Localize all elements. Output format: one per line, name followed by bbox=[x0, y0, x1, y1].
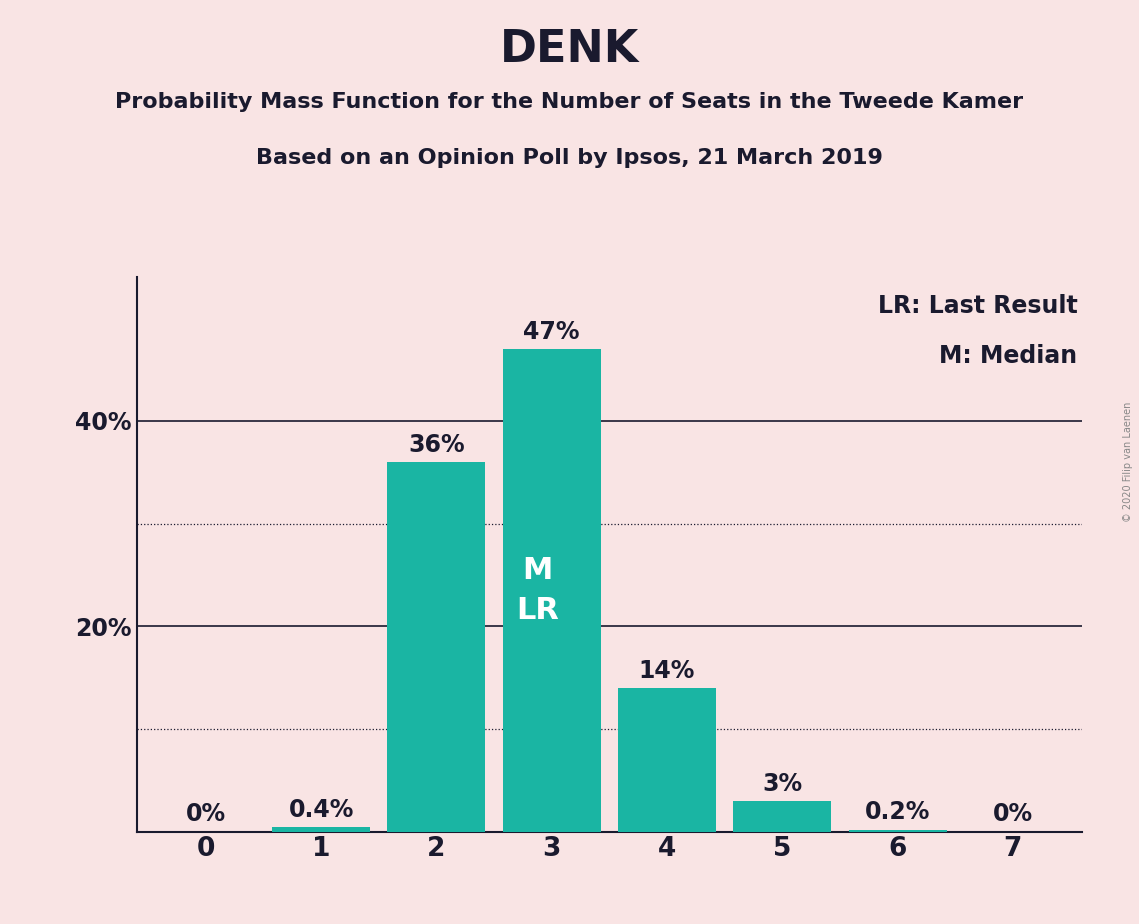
Bar bbox=[734, 801, 831, 832]
Text: 3%: 3% bbox=[762, 772, 802, 796]
Text: 0.2%: 0.2% bbox=[865, 800, 931, 824]
Bar bbox=[618, 687, 716, 832]
Text: LR: Last Result: LR: Last Result bbox=[877, 294, 1077, 318]
Text: 14%: 14% bbox=[639, 659, 695, 683]
Bar bbox=[387, 462, 485, 832]
Text: © 2020 Filip van Laenen: © 2020 Filip van Laenen bbox=[1123, 402, 1133, 522]
Text: 47%: 47% bbox=[524, 320, 580, 344]
Text: DENK: DENK bbox=[500, 28, 639, 71]
Text: M
LR: M LR bbox=[516, 555, 559, 625]
Text: 36%: 36% bbox=[408, 432, 465, 456]
Text: 0%: 0% bbox=[186, 802, 226, 826]
Bar bbox=[272, 828, 370, 832]
Text: 0%: 0% bbox=[993, 802, 1033, 826]
Text: M: Median: M: Median bbox=[940, 344, 1077, 368]
Bar bbox=[502, 349, 600, 832]
Text: Probability Mass Function for the Number of Seats in the Tweede Kamer: Probability Mass Function for the Number… bbox=[115, 92, 1024, 113]
Text: Based on an Opinion Poll by Ipsos, 21 March 2019: Based on an Opinion Poll by Ipsos, 21 Ma… bbox=[256, 148, 883, 168]
Text: 0.4%: 0.4% bbox=[288, 798, 354, 822]
Bar bbox=[849, 830, 947, 832]
